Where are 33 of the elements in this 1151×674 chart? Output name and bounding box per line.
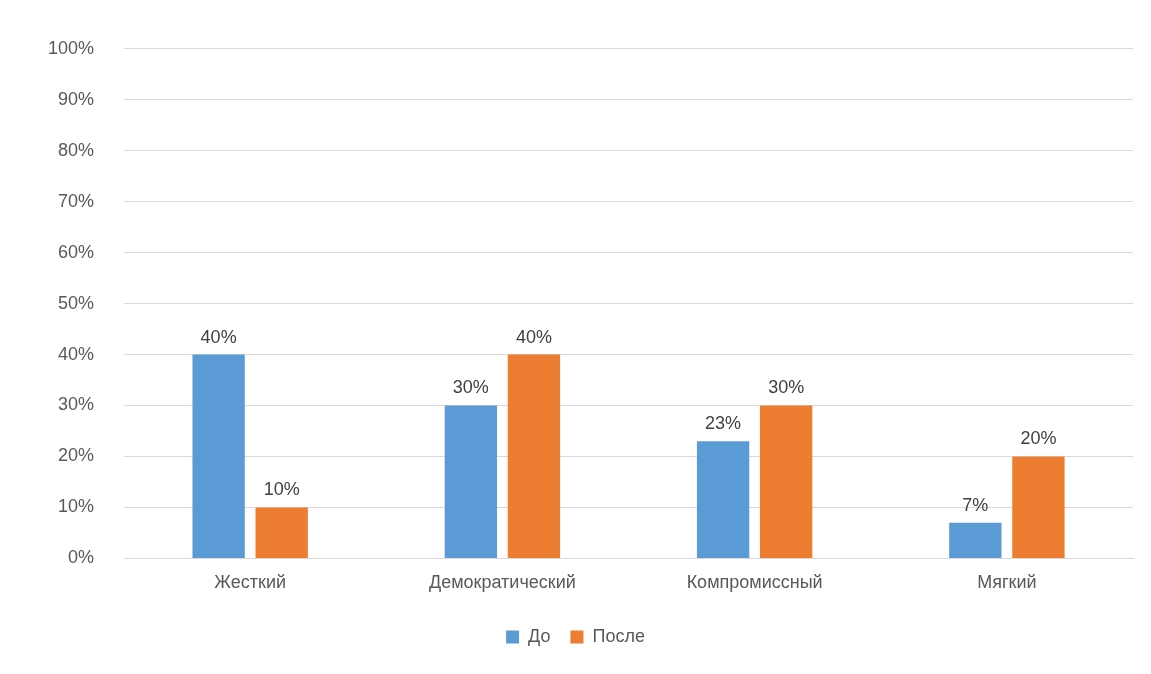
y-tick-label: 10% <box>58 496 95 517</box>
y-tick-label: 40% <box>58 343 95 364</box>
bar <box>507 354 561 558</box>
legend-label: После <box>592 625 645 646</box>
data-label: 30% <box>452 377 489 398</box>
y-tick-label: 70% <box>58 190 95 211</box>
bar <box>696 441 750 558</box>
data-label: 20% <box>1020 428 1057 449</box>
bar <box>192 354 245 558</box>
y-tick-label: 100% <box>47 37 95 58</box>
x-tick-label: Демократический <box>429 572 576 593</box>
data-label: 40% <box>515 326 552 347</box>
data-label: 40% <box>200 326 237 347</box>
y-tick-label: 0% <box>68 547 95 568</box>
y-tick-label: 30% <box>58 394 95 415</box>
data-label: 30% <box>768 377 805 398</box>
bar <box>1012 456 1065 558</box>
data-label: 7% <box>962 494 989 515</box>
y-tick-label: 50% <box>58 292 95 313</box>
legend-label: До <box>528 625 551 646</box>
bar <box>444 405 498 558</box>
bar <box>760 405 813 558</box>
bar <box>255 507 308 558</box>
x-tick-label: Компромиссный <box>686 572 823 593</box>
x-tick-label: Жесткий <box>214 572 286 593</box>
bar <box>949 522 1002 558</box>
data-label: 10% <box>263 479 300 500</box>
y-tick-label: 80% <box>58 139 95 160</box>
y-tick-label: 60% <box>58 241 95 262</box>
y-tick-label: 90% <box>58 88 95 109</box>
y-tick-label: 20% <box>58 445 95 466</box>
x-tick-label: Мягкий <box>977 572 1037 593</box>
data-label: 23% <box>705 413 742 434</box>
